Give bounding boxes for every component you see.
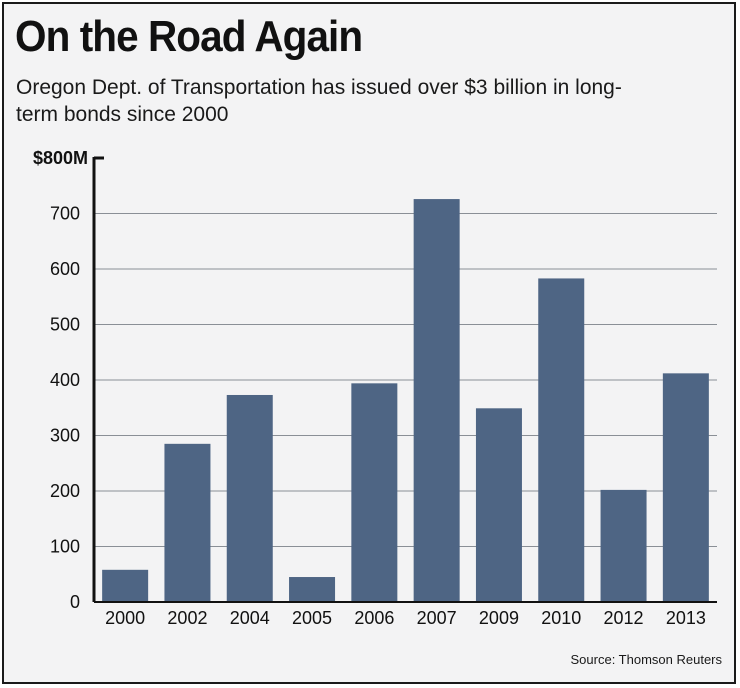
bar-2007 — [413, 199, 460, 602]
bar-2005 — [289, 577, 336, 602]
x-tick-label: 2010 — [541, 608, 581, 628]
bar-2004 — [226, 394, 273, 602]
x-tick-label: 2013 — [666, 608, 706, 628]
x-tick-label: 2000 — [105, 608, 145, 628]
bar-2006 — [351, 383, 398, 602]
chart-title: On the Road Again — [15, 12, 363, 61]
y-tick-label: 300 — [50, 426, 80, 446]
y-tick-label: 400 — [50, 370, 80, 390]
y-tick-label: 100 — [50, 537, 80, 557]
bar-2010 — [538, 278, 585, 602]
y-tick-label: 500 — [50, 315, 80, 335]
x-tick-label: 2002 — [167, 608, 207, 628]
source-note: Source: Thomson Reuters — [570, 652, 723, 667]
y-axis — [92, 156, 717, 603]
x-tick-label: 2009 — [479, 608, 519, 628]
y-tick-label: 0 — [70, 592, 80, 612]
x-tick-label: 2006 — [354, 608, 394, 628]
x-tick-label: 2004 — [230, 608, 270, 628]
x-tick-label: 2007 — [417, 608, 457, 628]
bar-2002 — [164, 443, 211, 602]
bars — [102, 199, 709, 602]
y-tick-label: 700 — [50, 204, 80, 224]
x-tick-label: 2005 — [292, 608, 332, 628]
y-tick-label: 600 — [50, 259, 80, 279]
bar-2012 — [600, 489, 647, 602]
y-tick-label: $800M — [33, 148, 88, 168]
x-tick-label: 2012 — [604, 608, 644, 628]
y-tick-labels: 0 100 200 300 400 500 600 700 $800M — [33, 148, 88, 612]
y-tick-label: 200 — [50, 481, 80, 501]
bar-2013 — [662, 373, 709, 602]
x-tick-labels: 2000 2002 2004 2005 2006 2007 2009 2010 2012 2013 — [105, 608, 706, 628]
chart-subtitle: Oregon Dept. of Transportation has issue… — [16, 76, 622, 126]
bar-2009 — [475, 408, 522, 602]
bar-2000 — [102, 569, 149, 602]
